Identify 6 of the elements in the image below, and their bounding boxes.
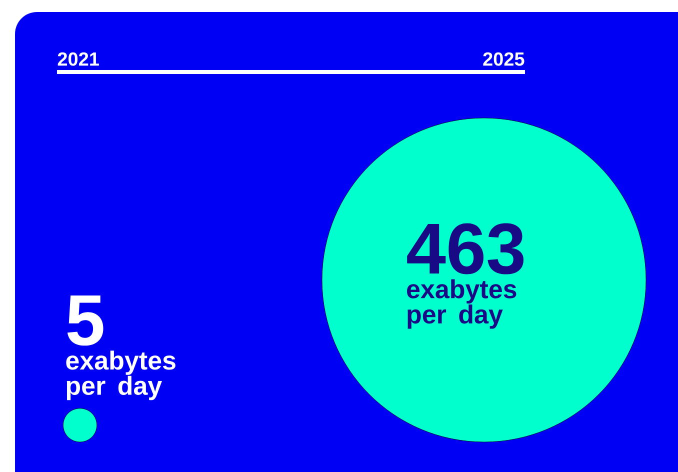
data-label: 5 bbox=[67, 295, 104, 346]
text: exabytes per day bbox=[407, 279, 516, 329]
category-label: 2021 bbox=[58, 52, 99, 66]
data-label: 463 bbox=[407, 223, 524, 274]
category-label: 2025 bbox=[483, 52, 524, 66]
text: exabytes per day bbox=[66, 350, 176, 400]
